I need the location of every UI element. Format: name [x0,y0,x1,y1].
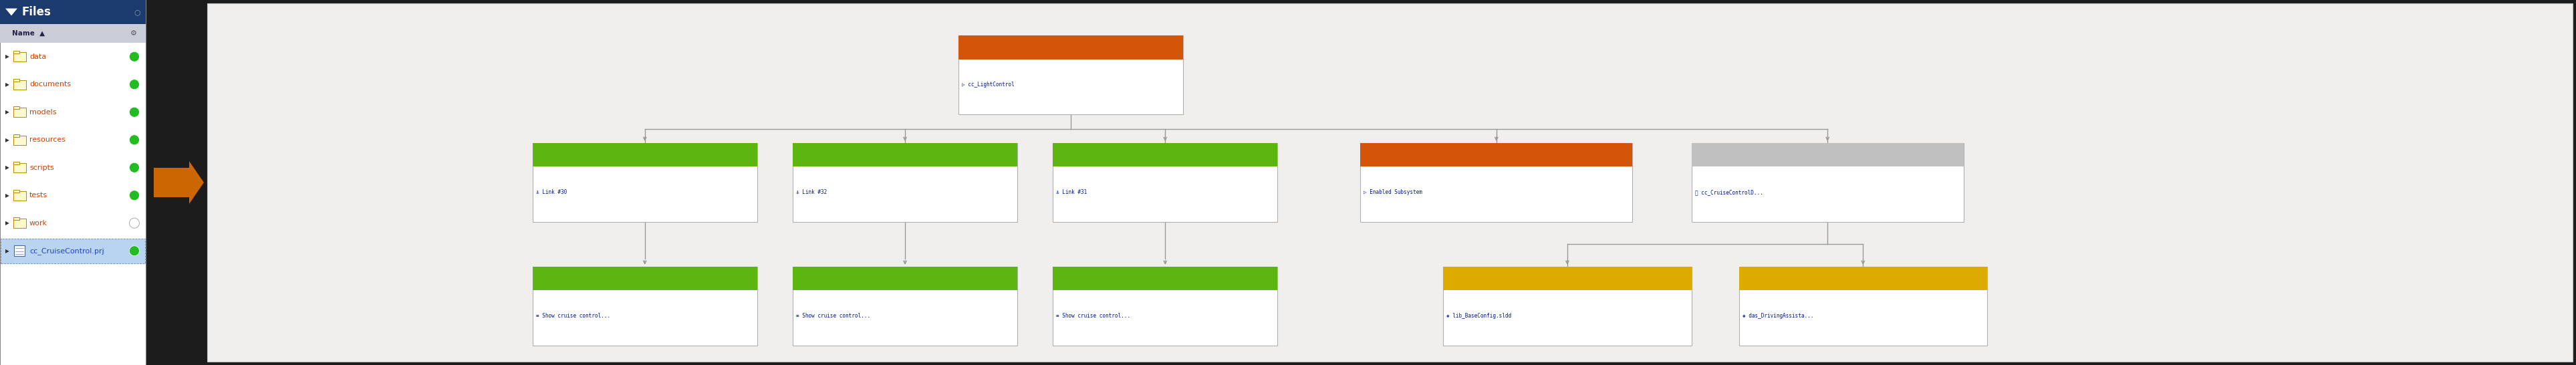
Circle shape [129,79,139,89]
Polygon shape [5,8,18,16]
Bar [1054,143,1278,167]
Text: ≡ Show cruise control...: ≡ Show cruise control... [1056,312,1131,319]
Bar [13,246,26,256]
Bar [533,143,757,167]
Bar [1443,267,1692,346]
Text: tests: tests [28,192,46,199]
Bar [1054,267,1278,290]
Bar [13,134,21,137]
Text: Name  ▲: Name ▲ [13,30,44,37]
Text: data: data [28,53,46,60]
Text: ▶: ▶ [5,137,10,143]
Bar [1054,143,1278,222]
Bar [1360,143,1633,167]
Bar [1739,267,1986,346]
Bar [958,36,1182,114]
Text: ⚓ Link #32: ⚓ Link #32 [796,189,827,195]
Bar [958,36,1182,59]
Text: resources: resources [28,137,64,143]
Text: ≡ Show cruise control...: ≡ Show cruise control... [796,312,871,319]
Bar [13,107,21,109]
Bar [13,136,26,145]
Text: ▶: ▶ [5,220,10,226]
Bar [1054,267,1278,346]
Text: ◈ das_DrivingAssista...: ◈ das_DrivingAssista... [1741,312,1814,319]
Bar [1443,267,1692,290]
Bar [13,190,21,192]
Bar [13,218,21,220]
Circle shape [129,51,139,62]
Text: ⚙: ⚙ [131,30,137,37]
Circle shape [129,246,139,256]
Text: ◈ lib_BaseConfig.sldd: ◈ lib_BaseConfig.sldd [1448,312,1512,319]
Bar [13,51,21,54]
Bar [13,191,26,200]
Bar [13,219,26,228]
Text: ▶: ▶ [5,109,10,115]
Bar [1692,143,1963,222]
Text: ▶: ▶ [5,165,10,170]
Bar [793,267,1018,290]
Text: ≡ Show cruise control...: ≡ Show cruise control... [536,312,611,319]
Circle shape [129,163,139,173]
Text: cc_CruiseControl.prj: cc_CruiseControl.prj [28,247,103,254]
Circle shape [129,191,139,200]
Bar [13,108,26,117]
Bar [1692,143,1963,167]
Bar [0,238,144,264]
Text: ▶: ▶ [5,248,10,254]
Bar [533,143,757,222]
Text: ▷ cc_LightControl: ▷ cc_LightControl [961,81,1015,88]
Bar [13,53,26,62]
Circle shape [129,107,139,117]
Circle shape [129,135,139,145]
Text: ○: ○ [134,9,139,15]
Text: scripts: scripts [28,164,54,171]
Text: ⬜ cc_CruiseControlD...: ⬜ cc_CruiseControlD... [1695,189,1762,195]
Text: ▶: ▶ [5,54,10,59]
Bar [533,267,757,290]
Text: ▶: ▶ [5,81,10,87]
Text: ⚓ Link #31: ⚓ Link #31 [1056,189,1087,195]
Text: documents: documents [28,81,72,88]
Bar [0,0,147,365]
Bar [1739,267,1986,290]
Bar [13,164,26,173]
Text: ⚓ Link #30: ⚓ Link #30 [536,189,567,195]
Bar [13,79,21,81]
Polygon shape [155,168,188,197]
Bar [793,267,1018,346]
Text: ▶: ▶ [5,192,10,198]
Bar [533,267,757,346]
Text: work: work [28,220,46,226]
Bar [793,143,1018,167]
Bar [13,80,26,89]
Text: Files: Files [23,6,52,18]
Bar [13,162,21,165]
Bar [793,143,1018,222]
Bar [0,0,147,24]
Bar [1360,143,1633,222]
Bar [0,24,147,43]
Text: ▷ Enabled Subsystem: ▷ Enabled Subsystem [1363,189,1422,195]
Text: models: models [28,109,57,115]
Polygon shape [188,161,204,204]
